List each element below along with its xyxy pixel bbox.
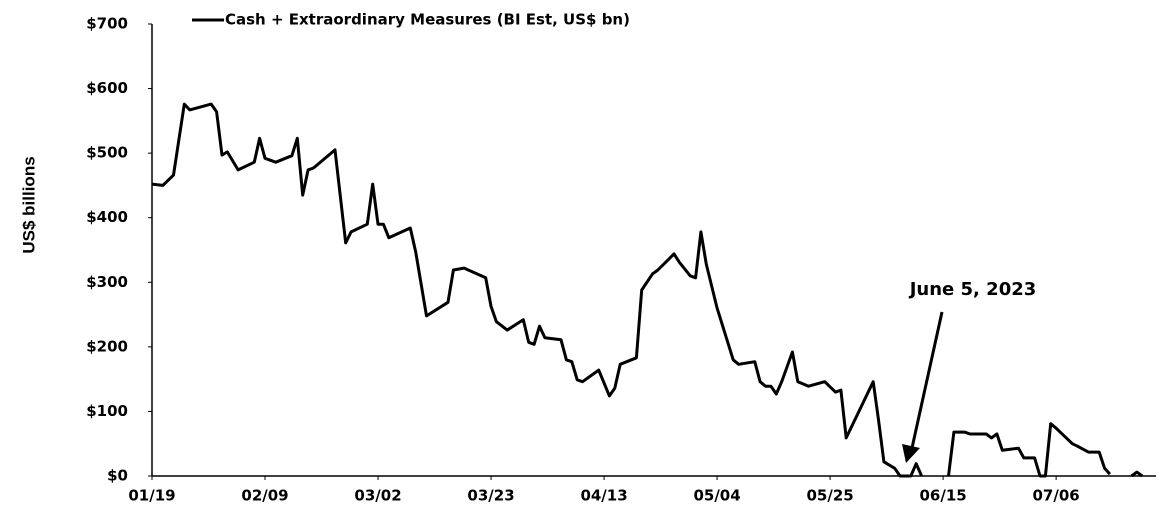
legend-label: Cash + Extraordinary Measures (BI Est, U… bbox=[225, 11, 630, 29]
x-tick-label: 03/23 bbox=[467, 487, 514, 505]
y-axis-label: US$ billions bbox=[19, 156, 38, 253]
x-tick-label: 07/06 bbox=[1033, 487, 1080, 505]
y-tick-label: $700 bbox=[86, 15, 128, 33]
y-tick-label: $100 bbox=[86, 402, 128, 420]
x-tick-label: 05/25 bbox=[806, 487, 853, 505]
x-tick-label: 04/13 bbox=[580, 487, 627, 505]
y-tick-label: $300 bbox=[86, 273, 128, 291]
y-tick-label: $200 bbox=[86, 337, 128, 355]
x-tick-label: 05/04 bbox=[693, 487, 740, 505]
y-tick-label: $500 bbox=[86, 144, 128, 162]
y-tick-label: $600 bbox=[86, 79, 128, 97]
x-tick-label: 02/09 bbox=[241, 487, 288, 505]
x-tick-label: 06/15 bbox=[919, 487, 966, 505]
arrow-head bbox=[902, 444, 920, 463]
y-tick-label: $0 bbox=[107, 467, 128, 485]
y-tick-label: $400 bbox=[86, 208, 128, 226]
annotation-arrow bbox=[910, 311, 944, 449]
data-line bbox=[151, 102, 1144, 478]
x-tick-label: 01/19 bbox=[128, 487, 175, 505]
annotation: June 5, 2023 bbox=[908, 279, 1037, 300]
x-tick-label: 03/02 bbox=[354, 487, 401, 505]
